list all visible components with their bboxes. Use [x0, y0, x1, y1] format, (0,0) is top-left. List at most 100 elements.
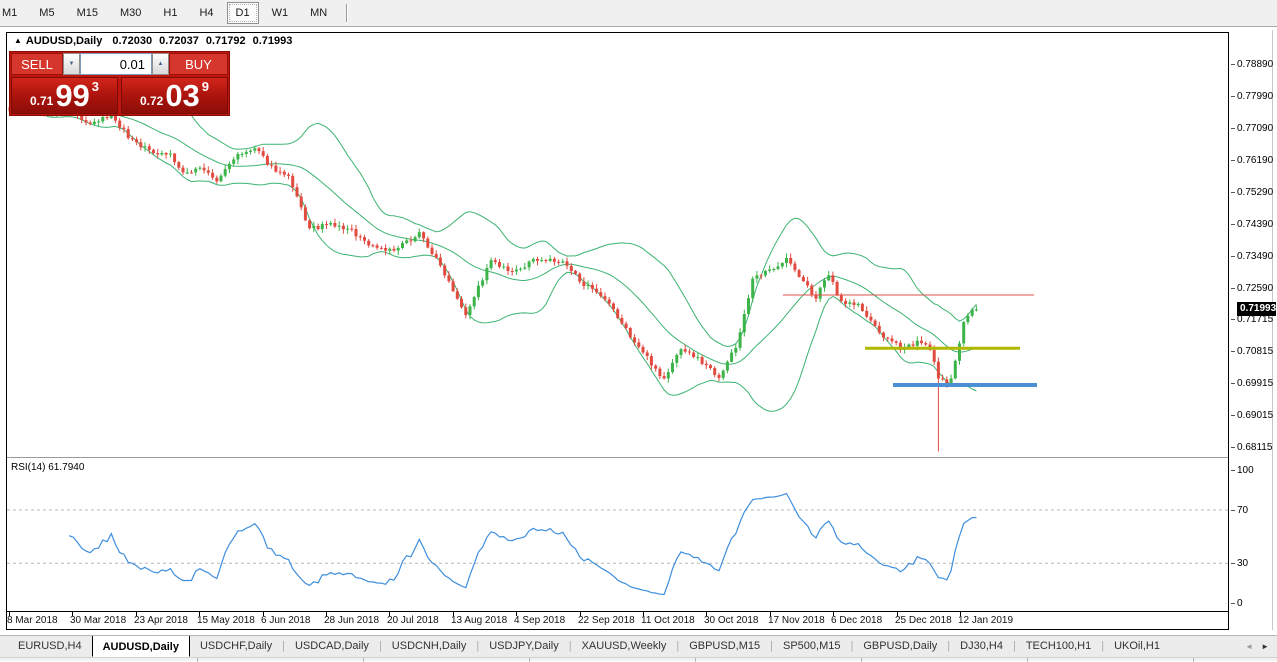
- tab-separator: |: [282, 640, 285, 652]
- tab-ukoil-h1[interactable]: UKOil,H1: [1114, 640, 1160, 652]
- current-price-badge: 0.71993: [1237, 302, 1276, 316]
- sell-button[interactable]: SELL: [11, 53, 63, 75]
- volume-increase-button[interactable]: ▲: [152, 53, 169, 75]
- price-axis-label: 0.77090: [1231, 122, 1273, 134]
- price-axis-label: 0.78890: [1231, 58, 1273, 70]
- chart-icon: ▲: [14, 35, 22, 45]
- axis-tick: [1231, 382, 1235, 384]
- chart-title-bar: ▲ AUDUSD,Daily 0.72030 0.72037 0.71792 0…: [14, 35, 299, 47]
- volume-input[interactable]: 0.01: [80, 53, 152, 75]
- buy-price-box[interactable]: 0.72 03 9: [121, 77, 228, 114]
- sell-price-box[interactable]: 0.71 99 3: [11, 77, 118, 114]
- date-axis-label: 11 Oct 2018: [641, 615, 695, 626]
- price-axis-label: 0.71715: [1231, 313, 1273, 325]
- date-tick: [453, 612, 454, 616]
- tab-xauusd-weekly[interactable]: XAUUSD,Weekly: [581, 640, 667, 652]
- status-separator: [363, 658, 364, 662]
- tab-separator: |: [850, 640, 854, 652]
- pane-resize-handle[interactable]: [7, 457, 1228, 460]
- time-axis[interactable]: 8 Mar 2018 30 Mar 2018 23 Apr 2018 15 May 2…: [7, 612, 1228, 629]
- one-click-trading-panel: SELL ▼ 0.01 ▲ BUY 0.71 99 3 0.72 03 9: [9, 51, 230, 116]
- buy-button[interactable]: BUY: [169, 53, 228, 75]
- status-separator: [861, 658, 862, 662]
- tab-separator: |: [476, 640, 480, 652]
- price-axis-label: 0.72590: [1231, 282, 1273, 294]
- date-axis-label: 12 Jan 2019: [958, 615, 1014, 626]
- timeframe-button-w1[interactable]: W1: [271, 7, 289, 19]
- tab-dj30-h4[interactable]: DJ30,H4: [960, 640, 1003, 652]
- axis-tick: [1231, 318, 1235, 320]
- price-axis-label: 0.74390: [1231, 218, 1273, 230]
- timeframe-button-h4[interactable]: H4: [199, 7, 214, 19]
- price-axis-label: 0.68115: [1231, 441, 1272, 453]
- tab-gbpusd-daily[interactable]: GBPUSD,Daily: [863, 640, 938, 652]
- tab-usdjpy-daily[interactable]: USDJPY,Daily: [489, 640, 559, 652]
- tab-audusd-daily[interactable]: AUDUSD,Daily: [91, 636, 190, 657]
- axis-tick: [1231, 255, 1235, 257]
- tab-tech100-h1[interactable]: TECH100,H1: [1025, 640, 1092, 652]
- date-tick: [326, 612, 327, 616]
- price-axis-label: 0.77990: [1231, 90, 1273, 102]
- timeframe-button-m15[interactable]: M15: [76, 7, 98, 19]
- date-axis-label: 4 Sep 2018: [514, 615, 566, 626]
- buy-price-pip-digit: 9: [201, 79, 210, 94]
- price-axis[interactable]: 0.78890 0.77990 0.77090 0.76190 0.75290 0.743…: [1231, 30, 1277, 630]
- status-separator: [695, 658, 696, 662]
- tab-usdchf-daily[interactable]: USDCHF,Daily: [199, 640, 273, 652]
- axis-tick: [1231, 469, 1235, 471]
- axis-tick: [1231, 287, 1235, 289]
- timeframe-button-m5[interactable]: M5: [39, 7, 55, 19]
- tab-separator: |: [770, 640, 773, 652]
- axis-tick: [1231, 562, 1235, 564]
- volume-decrease-button[interactable]: ▼: [63, 53, 80, 75]
- date-tick: [9, 612, 10, 616]
- axis-tick: [1231, 223, 1235, 225]
- rsi-axis-label: 70: [1231, 504, 1248, 516]
- status-separator: [1193, 658, 1194, 662]
- date-tick: [199, 612, 200, 616]
- price-axis-label: 0.73490: [1231, 250, 1273, 262]
- tab-usdcnh-daily[interactable]: USDCNH,Daily: [391, 640, 467, 652]
- rsi-axis-label: 30: [1231, 557, 1248, 569]
- date-axis-label: 30 Mar 2018: [70, 615, 127, 626]
- date-tick: [897, 612, 898, 616]
- date-axis-label: 25 Dec 2018: [895, 615, 952, 626]
- date-tick: [833, 612, 834, 616]
- date-axis-label: 6 Dec 2018: [831, 615, 883, 626]
- date-axis-label: 15 May 2018: [197, 615, 255, 626]
- date-tick: [960, 612, 961, 616]
- timeframe-button-m30[interactable]: M30: [119, 7, 142, 19]
- buy-price-big-digits: 03: [165, 78, 200, 113]
- date-tick: [770, 612, 771, 616]
- axis-tick: [1231, 446, 1235, 448]
- tab-scroll-controls: ◄ ►: [1245, 636, 1277, 657]
- timeframe-button-h1[interactable]: H1: [163, 7, 178, 19]
- tabs-scroll-left-icon[interactable]: ◄: [1245, 642, 1254, 651]
- ohlc-close: 0.71993: [252, 35, 293, 47]
- tab-eurusd-h4[interactable]: EURUSD,H4: [18, 640, 82, 652]
- tabs-scroll-right-icon[interactable]: ►: [1261, 642, 1269, 651]
- axis-tick: [1231, 191, 1235, 193]
- tab-separator: |: [1012, 640, 1016, 652]
- rsi-chart[interactable]: [7, 460, 1228, 611]
- up-arrow-icon: ▲: [157, 61, 164, 67]
- axis-tick: [1231, 509, 1235, 511]
- time-axis-separator: [7, 611, 1228, 612]
- timeframe-button-mn[interactable]: MN: [310, 7, 328, 19]
- date-tick: [136, 612, 137, 616]
- tab-gbpusd-m15[interactable]: GBPUSD,M15: [689, 640, 761, 652]
- date-axis-label: 8 Mar 2018: [7, 615, 58, 626]
- status-separator: [529, 658, 530, 662]
- sell-price-prefix: 0.71: [29, 94, 54, 108]
- price-axis-label: 0.70815: [1231, 345, 1273, 357]
- timeframe-button-d1[interactable]: D1: [226, 2, 259, 24]
- timeframe-button-m1[interactable]: M1: [2, 7, 18, 19]
- ohlc-low: 0.71792: [205, 35, 246, 47]
- rsi-indicator-label: RSI(14) 61.7940: [11, 462, 85, 473]
- tab-usdcad-daily[interactable]: USDCAD,Daily: [294, 640, 369, 652]
- tab-separator: |: [947, 640, 951, 652]
- status-bar-edge: [0, 657, 1277, 662]
- axis-tick: [1231, 159, 1235, 161]
- chart-symbol-label: AUDUSD,Daily: [25, 35, 103, 47]
- tab-sp500-m15[interactable]: SP500,M15: [782, 640, 841, 652]
